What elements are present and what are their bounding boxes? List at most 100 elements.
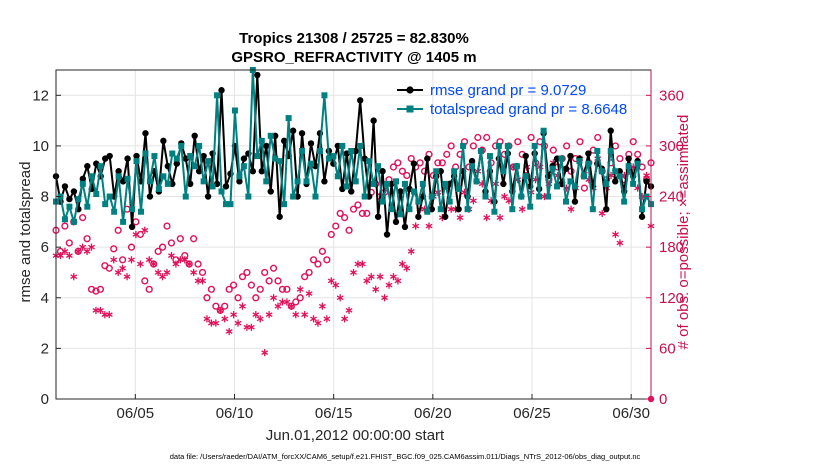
totalspread-point bbox=[384, 180, 391, 187]
obs-possible-point bbox=[252, 294, 260, 302]
obs-assimilated-point bbox=[145, 256, 153, 264]
totalspread-point bbox=[603, 180, 610, 187]
totalspread-point bbox=[576, 158, 583, 165]
legend-spread-marker bbox=[406, 105, 414, 113]
obs-possible-point bbox=[296, 294, 304, 302]
totalspread-point bbox=[106, 193, 113, 200]
rmse-point bbox=[200, 152, 207, 160]
obs-possible-point bbox=[198, 268, 207, 277]
plot-frame bbox=[55, 69, 652, 400]
rmse-point bbox=[142, 130, 149, 137]
obs-assimilated-point bbox=[185, 260, 193, 268]
x-tick-label: 06/10 bbox=[216, 405, 254, 422]
rmse-point bbox=[84, 162, 91, 170]
totalspread-point bbox=[84, 203, 91, 210]
obs-assimilated-point bbox=[350, 268, 357, 277]
totalspread-point bbox=[308, 160, 314, 167]
obs-possible-point bbox=[230, 281, 238, 289]
y-axis-label-left: rmse and totalspread bbox=[17, 162, 34, 303]
obs-possible-point bbox=[96, 285, 105, 293]
obs-assimilated-point bbox=[154, 268, 162, 277]
legend-rmse-label: rmse grand pr = 9.0729 bbox=[430, 82, 586, 99]
obs-possible-point bbox=[638, 163, 646, 171]
rmse-point bbox=[240, 155, 248, 162]
obs-possible-point bbox=[292, 298, 300, 306]
obs-assimilated-point bbox=[172, 260, 180, 268]
obs-possible-point bbox=[221, 302, 229, 310]
totalspread-point bbox=[124, 175, 131, 182]
totalspread-point bbox=[607, 147, 614, 154]
totalspread-point bbox=[473, 178, 480, 185]
obs-assimilated-point bbox=[199, 277, 206, 285]
totalspread-point bbox=[415, 198, 422, 205]
obs-possible-point bbox=[132, 218, 140, 226]
totalspread-point bbox=[585, 160, 592, 167]
y-axis-left: 0 2 4 6 8 10 12 bbox=[32, 87, 61, 408]
totalspread-point bbox=[393, 178, 399, 185]
totalspread-point bbox=[495, 142, 502, 149]
totalspread-point bbox=[79, 180, 86, 187]
y-tick-label-left: 6 bbox=[41, 239, 49, 256]
totalspread-point bbox=[66, 203, 73, 210]
obs-assimilated-point bbox=[372, 285, 380, 293]
rmse-point bbox=[79, 175, 87, 183]
rmse-point bbox=[173, 160, 180, 167]
obs-possible-point bbox=[394, 159, 402, 167]
rmse-point bbox=[357, 97, 364, 104]
obs-assimilated-point bbox=[363, 277, 371, 285]
obs-assimilated-point bbox=[83, 247, 91, 255]
obs-possible-point bbox=[212, 302, 220, 310]
rmse-point bbox=[267, 188, 274, 195]
totalspread-point bbox=[334, 173, 341, 180]
totalspread-point bbox=[200, 178, 207, 185]
totalspread-point bbox=[375, 163, 382, 170]
obs-assimilated-point bbox=[323, 315, 331, 323]
obs-assimilated-point bbox=[243, 323, 251, 331]
obs-possible-point bbox=[79, 214, 87, 222]
totalspread-point bbox=[616, 173, 623, 180]
rmse-point bbox=[124, 155, 131, 162]
obs-assimilated-point bbox=[128, 256, 135, 264]
obs-possible-point bbox=[469, 142, 477, 150]
obs-assimilated-point bbox=[79, 243, 87, 251]
rmse-point bbox=[70, 188, 78, 195]
obs-assimilated-point bbox=[398, 260, 406, 268]
totalspread-point bbox=[299, 147, 306, 154]
obs-assimilated-point bbox=[274, 302, 282, 310]
rmse-point bbox=[254, 71, 261, 79]
x-tick-label: 06/25 bbox=[513, 405, 551, 422]
rmse-point bbox=[321, 178, 328, 185]
rmse-point bbox=[415, 213, 422, 220]
totalspread-point bbox=[191, 163, 198, 170]
obs-possible-point bbox=[274, 277, 282, 285]
obs-possible-point bbox=[243, 268, 251, 277]
totalspread-point bbox=[379, 198, 386, 205]
obs-assimilated-point bbox=[394, 277, 402, 285]
obs-assimilated-point bbox=[88, 243, 95, 251]
obs-assimilated-point bbox=[265, 311, 273, 319]
y-tick-label-right: 60 bbox=[659, 340, 676, 357]
obs-assimilated-point bbox=[385, 281, 393, 289]
obs-possible-point bbox=[256, 285, 264, 293]
obs-possible-point bbox=[332, 222, 340, 230]
obs-possible-point bbox=[354, 201, 362, 209]
rmse-point bbox=[567, 152, 574, 160]
obs-assimilated-point bbox=[345, 306, 353, 315]
totalspread-point bbox=[428, 193, 435, 200]
obs-assimilated-point bbox=[114, 268, 122, 277]
rmse-point bbox=[204, 193, 212, 200]
totalspread-point bbox=[509, 206, 516, 213]
rmse-point bbox=[236, 178, 243, 185]
rmse-point bbox=[348, 188, 355, 195]
obs-possible-point bbox=[341, 214, 349, 222]
rmse-point bbox=[500, 180, 507, 188]
totalspread-point bbox=[469, 163, 476, 170]
rmse-point bbox=[128, 223, 136, 231]
totalspread-point bbox=[88, 173, 95, 180]
rmse-point bbox=[115, 168, 122, 175]
totalspread-point bbox=[146, 178, 153, 185]
x-tick-label: 06/15 bbox=[315, 405, 353, 422]
totalspread-point bbox=[598, 168, 605, 175]
obs-assimilated-point bbox=[469, 197, 477, 205]
obs-assimilated-point bbox=[56, 251, 64, 260]
